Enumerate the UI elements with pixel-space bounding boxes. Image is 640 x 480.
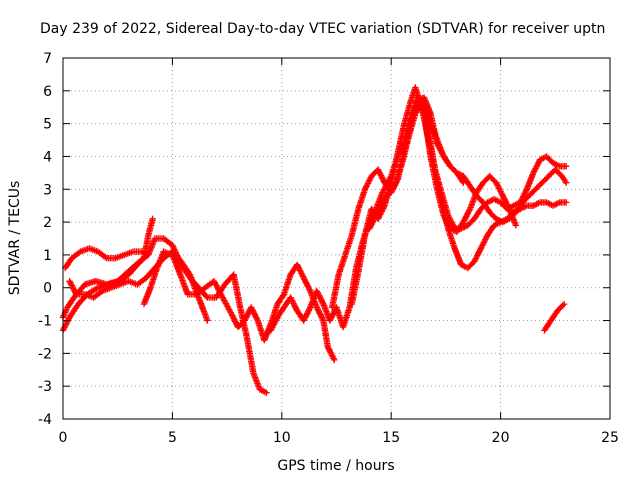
- data-point: [287, 294, 294, 301]
- x-tick-label: 15: [382, 430, 400, 446]
- data-marker: [479, 242, 486, 249]
- data-point: [372, 212, 380, 219]
- data-marker: [531, 166, 539, 174]
- data-marker: [268, 325, 275, 333]
- data-point: [331, 356, 338, 364]
- data-marker: [377, 170, 384, 178]
- x-tick-label: 5: [168, 430, 177, 446]
- data-marker: [319, 315, 326, 323]
- data-marker: [449, 221, 456, 228]
- data-marker: [253, 315, 261, 323]
- plot-frame: [62, 57, 611, 420]
- y-tick-label: 5: [43, 117, 52, 133]
- data-point: [563, 199, 570, 206]
- y-tick-label: 2: [43, 215, 52, 231]
- data-point: [563, 179, 570, 186]
- data-marker: [434, 141, 442, 148]
- data-marker: [377, 202, 385, 209]
- x-tick-label: 0: [59, 430, 68, 446]
- data-marker: [325, 345, 332, 352]
- data-marker: [466, 207, 473, 214]
- series-track-e: [140, 248, 338, 364]
- series-track-k: [541, 300, 568, 334]
- data-point: [300, 274, 307, 282]
- data-marker: [295, 264, 302, 271]
- data-marker: [329, 311, 337, 318]
- series-track-j: [401, 94, 570, 226]
- axis-ticks: 0 5 10 15 20 25 -4 -3 -2 -1 0 1 2 3 4 5 6 7: [38, 51, 619, 446]
- data-marker: [292, 304, 299, 311]
- series-track-i: [366, 100, 570, 232]
- y-tick-label: 1: [43, 248, 52, 264]
- data-point: [374, 166, 382, 173]
- data-marker: [521, 190, 528, 197]
- y-tick-label: -4: [38, 412, 52, 428]
- data-marker: [471, 256, 479, 264]
- data-marker: [493, 181, 501, 188]
- y-tick-label: 4: [43, 149, 52, 165]
- data-marker: [364, 180, 372, 187]
- data-marker: [559, 302, 566, 309]
- x-tick-label: 25: [601, 430, 619, 446]
- data-marker: [436, 146, 444, 153]
- data-marker: [464, 210, 471, 217]
- data-marker: [362, 184, 369, 191]
- y-tick-label: 7: [43, 51, 52, 67]
- data-point: [563, 163, 570, 170]
- series-track-b: [62, 245, 150, 272]
- y-tick-label: 3: [43, 182, 52, 198]
- data-marker: [306, 286, 313, 293]
- data-point: [300, 317, 307, 324]
- y-tick-label: 0: [43, 281, 52, 297]
- data-marker: [318, 296, 325, 303]
- data-marker: [230, 315, 237, 322]
- data-marker: [203, 293, 210, 300]
- y-tick-label: -2: [38, 346, 52, 362]
- data-marker: [498, 191, 506, 198]
- x-tick-label: 10: [273, 430, 291, 446]
- data-marker: [367, 222, 374, 229]
- y-tick-label: 6: [43, 84, 52, 100]
- data-marker: [305, 307, 312, 314]
- data-point: [560, 300, 568, 308]
- data-marker: [64, 318, 71, 325]
- data-marker: [302, 279, 310, 286]
- data-marker: [330, 355, 337, 362]
- x-tick-label: 20: [492, 430, 510, 446]
- data-marker: [522, 187, 530, 194]
- grid-lines: [63, 58, 610, 419]
- data-marker: [279, 292, 287, 299]
- data-marker: [319, 299, 326, 306]
- y-tick-label: -3: [38, 379, 52, 395]
- data-marker: [250, 310, 258, 317]
- chart-title: Day 239 of 2022, Sidereal Day-to-day VTE…: [40, 21, 605, 37]
- data-marks: [59, 84, 570, 396]
- x-axis-title: GPS time / hours: [277, 458, 394, 474]
- data-marker: [71, 288, 78, 295]
- data-point: [66, 278, 73, 285]
- data-marker: [474, 252, 481, 259]
- data-point: [512, 222, 520, 229]
- data-marker: [242, 314, 250, 321]
- y-tick-label: -1: [38, 314, 52, 330]
- data-point: [149, 215, 156, 222]
- data-point: [263, 389, 270, 396]
- data-marker: [318, 313, 325, 320]
- y-axis-title: SDTVAR / TECUs: [7, 181, 23, 296]
- data-point: [204, 317, 211, 324]
- data-point: [228, 310, 235, 318]
